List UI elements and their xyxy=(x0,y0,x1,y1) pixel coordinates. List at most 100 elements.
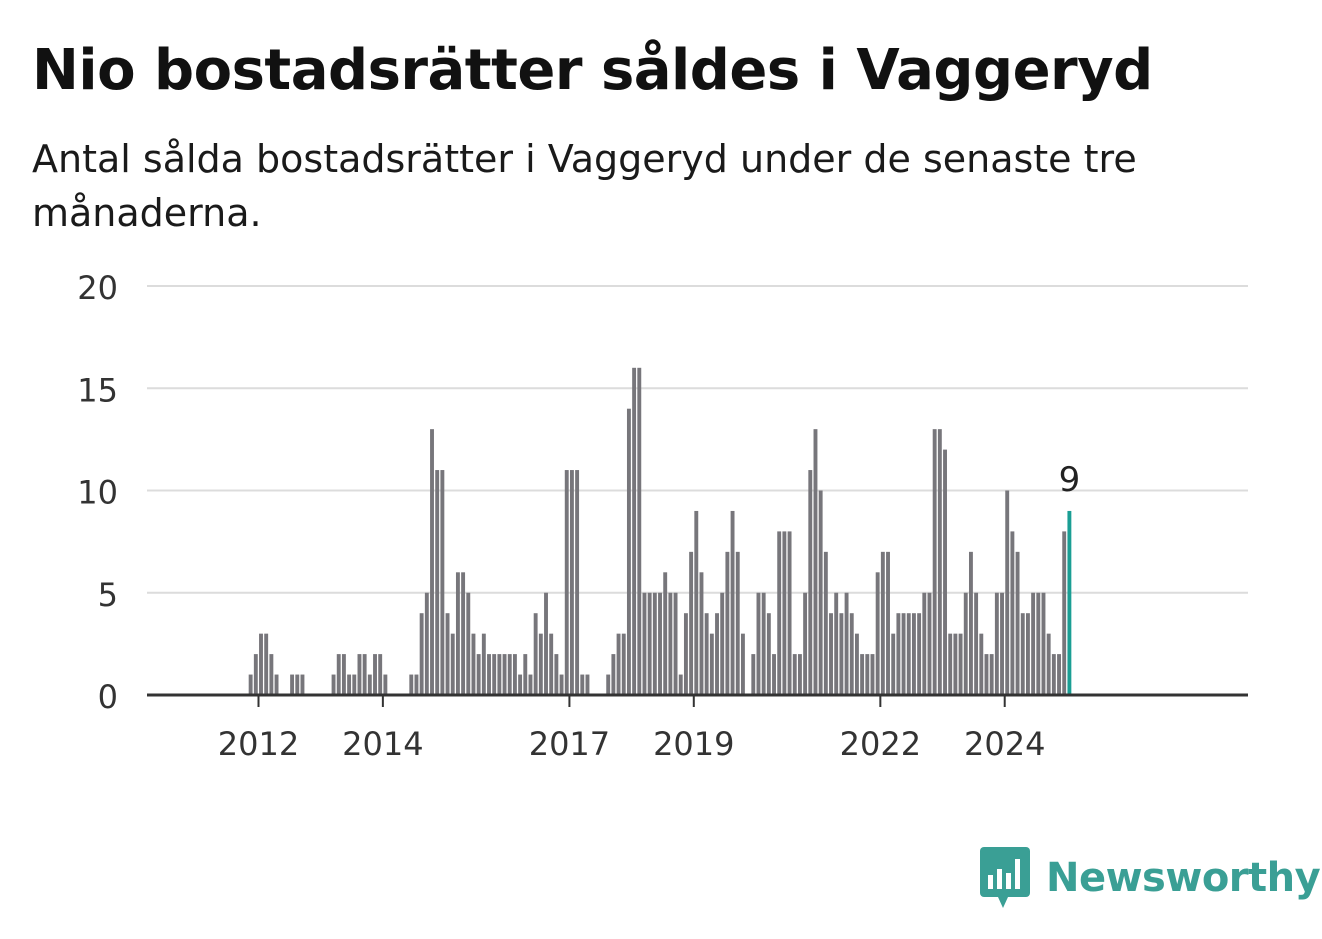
bar xyxy=(870,654,875,695)
bar xyxy=(709,633,714,695)
bar xyxy=(1025,613,1030,695)
bar xyxy=(559,674,564,695)
bar xyxy=(336,654,341,695)
bar xyxy=(259,633,263,695)
bar xyxy=(580,674,585,695)
bar xyxy=(922,592,927,695)
bar xyxy=(290,674,295,695)
y-tick-label: 0 xyxy=(98,678,118,716)
newsworthy-logo-icon xyxy=(980,847,1030,908)
bar xyxy=(751,654,756,695)
bar xyxy=(1051,654,1056,695)
bar xyxy=(414,674,419,695)
bar xyxy=(730,510,735,695)
bar xyxy=(502,654,507,695)
bar xyxy=(927,592,932,695)
highlight-bar xyxy=(1067,510,1072,695)
bar xyxy=(1062,531,1067,695)
x-tick-label: 2019 xyxy=(653,725,734,763)
bar xyxy=(352,674,357,695)
bar xyxy=(829,613,833,695)
chart-subtitle: Antal sålda bostadsrätter i Vaggeryd und… xyxy=(32,137,1137,235)
bar xyxy=(683,613,688,695)
bar xyxy=(575,470,580,695)
bar xyxy=(673,592,678,695)
bar xyxy=(430,429,434,695)
bar xyxy=(455,572,460,695)
bar xyxy=(518,674,523,695)
bar xyxy=(704,613,709,695)
bar xyxy=(440,470,445,695)
bar xyxy=(642,592,647,695)
bar xyxy=(797,654,802,695)
bar xyxy=(834,592,839,695)
bar xyxy=(481,633,486,695)
bar xyxy=(756,592,761,695)
x-tick-label: 2024 xyxy=(964,725,1045,763)
bar xyxy=(626,408,631,695)
bar xyxy=(803,592,808,695)
bar xyxy=(917,613,922,695)
bar xyxy=(1041,592,1046,695)
bar xyxy=(782,531,787,695)
bar xyxy=(632,367,637,695)
y-tick-label: 20 xyxy=(77,269,118,307)
bar xyxy=(564,470,569,695)
bar xyxy=(383,674,388,695)
bar xyxy=(994,592,999,695)
bar xyxy=(839,613,844,695)
bar xyxy=(533,613,538,695)
brand-name: Newsworthy xyxy=(1046,855,1321,901)
bar xyxy=(663,572,668,695)
bar xyxy=(445,613,450,695)
bar xyxy=(538,633,543,695)
bar xyxy=(487,654,491,695)
bar xyxy=(886,551,890,695)
bar xyxy=(419,613,424,695)
bar xyxy=(373,654,377,695)
bar xyxy=(409,674,414,695)
bar xyxy=(948,633,953,695)
bar xyxy=(777,531,782,695)
bar xyxy=(611,654,616,695)
x-tick-label: 2017 xyxy=(529,725,610,763)
bar xyxy=(471,633,476,695)
bar xyxy=(341,654,346,695)
bar xyxy=(911,613,916,695)
bar xyxy=(932,429,937,695)
bar xyxy=(450,633,455,695)
y-tick-label: 5 xyxy=(98,576,118,614)
bar xyxy=(854,633,859,695)
bar xyxy=(606,674,611,695)
bar xyxy=(694,510,699,695)
bar xyxy=(300,674,305,695)
bar xyxy=(979,633,984,695)
bar xyxy=(715,613,719,695)
bar xyxy=(492,654,497,695)
y-tick-label: 15 xyxy=(77,371,118,409)
x-tick-label: 2012 xyxy=(218,725,299,763)
x-axis: 2012 2014 2017 2019 2022 2024 xyxy=(147,693,1248,763)
bar xyxy=(367,674,372,695)
bar xyxy=(808,470,813,695)
bar xyxy=(901,613,906,695)
bar xyxy=(269,654,274,695)
bar xyxy=(528,674,533,695)
bar xyxy=(766,613,771,695)
bar xyxy=(958,633,963,695)
bar xyxy=(1036,592,1041,695)
bar xyxy=(497,654,502,695)
bar xyxy=(849,613,854,695)
x-tick-label: 2014 xyxy=(342,725,423,763)
bar xyxy=(435,470,440,695)
bar xyxy=(968,551,973,695)
bar xyxy=(554,654,559,695)
bar xyxy=(891,633,896,695)
bar xyxy=(668,592,673,695)
bar xyxy=(357,654,362,695)
bar xyxy=(616,633,621,695)
bar xyxy=(844,592,849,695)
bar xyxy=(720,592,725,695)
bar xyxy=(248,674,253,695)
